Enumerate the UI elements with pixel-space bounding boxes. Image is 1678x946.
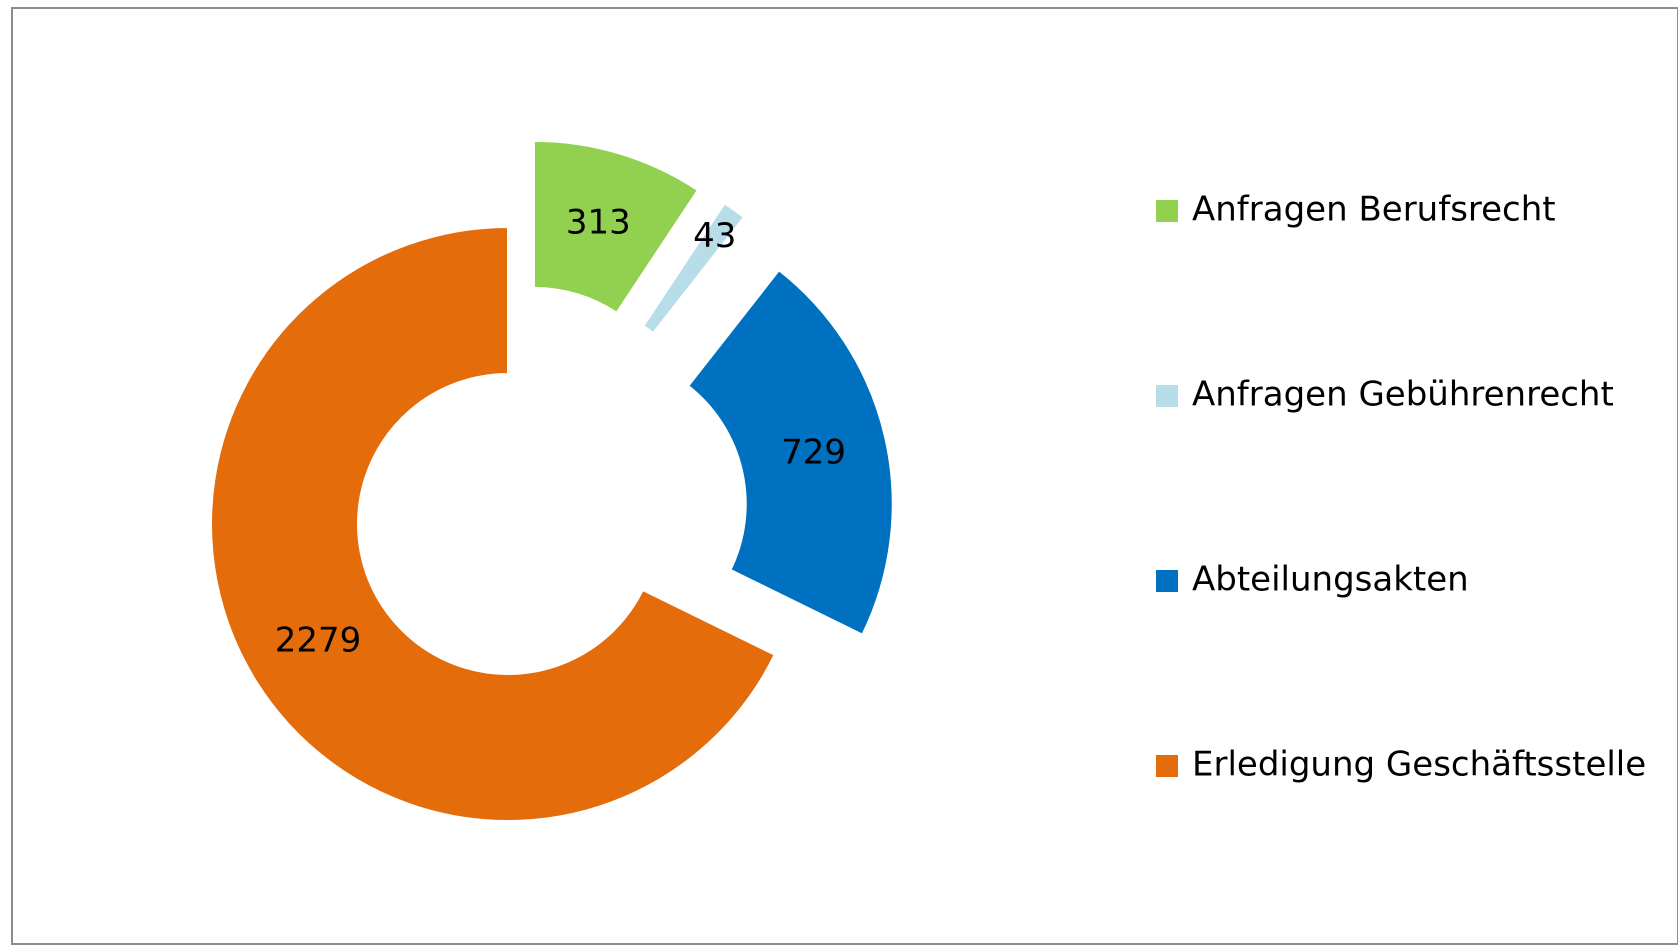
donut-slice: [686, 268, 894, 636]
data-label: 729: [781, 433, 846, 473]
donut-slice: [532, 139, 700, 315]
legend-swatch: [1156, 200, 1178, 222]
legend-label: Abteilungsakten: [1192, 560, 1469, 600]
donut-slice: [210, 225, 777, 822]
legend-label: Anfragen Gebührenrecht: [1192, 375, 1614, 415]
donut-slice: [642, 201, 746, 335]
legend-label: Anfragen Berufsrecht: [1192, 190, 1556, 230]
data-label: 313: [566, 202, 631, 242]
data-label: 2279: [275, 621, 362, 661]
legend-label: Erledigung Geschäftsstelle: [1192, 745, 1646, 785]
data-label: 43: [693, 216, 736, 256]
legend-swatch: [1156, 570, 1178, 592]
legend-swatch: [1156, 755, 1178, 777]
legend-swatch: [1156, 385, 1178, 407]
